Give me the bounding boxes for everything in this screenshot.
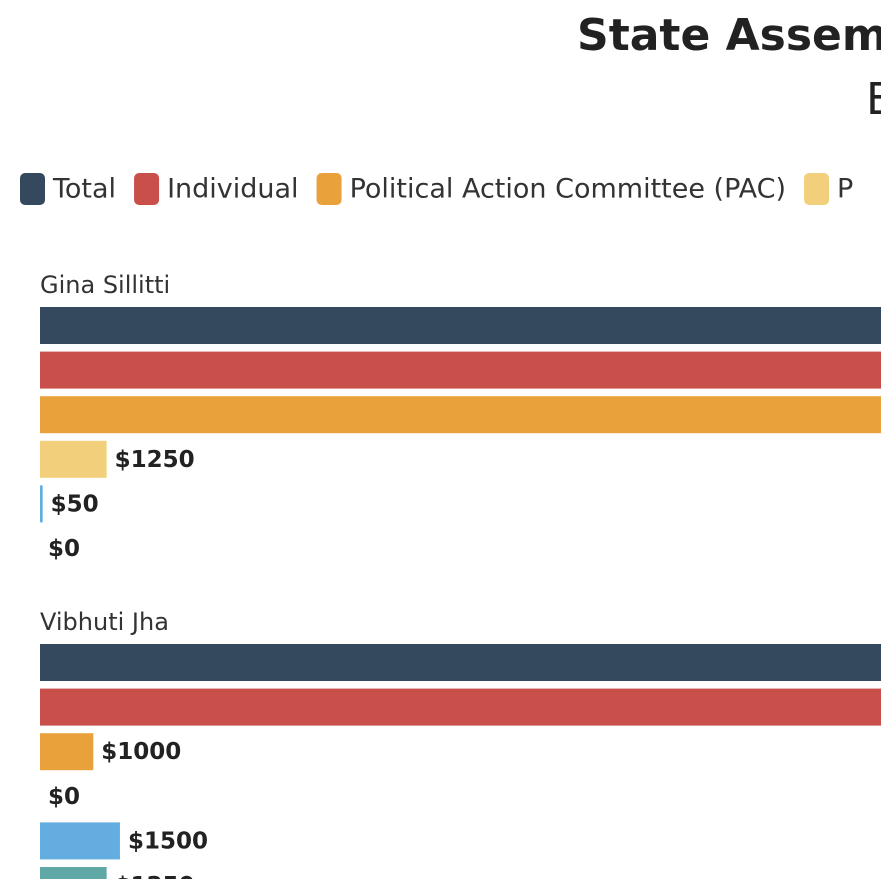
bar bbox=[40, 485, 43, 523]
chart-subtitle: E bbox=[866, 74, 881, 125]
legend-label: Total bbox=[52, 174, 116, 205]
legend-swatch bbox=[316, 173, 342, 205]
legend-label: Political Action Committee (PAC) bbox=[350, 174, 786, 205]
legend-label: Individual bbox=[167, 174, 299, 205]
bar bbox=[40, 351, 881, 389]
category-label: Gina Sillitti bbox=[40, 271, 170, 299]
bar bbox=[40, 440, 107, 478]
bar bbox=[40, 688, 881, 726]
bar bbox=[40, 733, 94, 771]
value-label: $1500 bbox=[128, 828, 208, 854]
bar bbox=[40, 307, 881, 344]
legend-swatch bbox=[134, 173, 160, 205]
legend-swatch bbox=[804, 173, 830, 205]
value-label: $1250 bbox=[115, 873, 195, 879]
bar bbox=[40, 822, 120, 860]
value-label: $0 bbox=[48, 784, 80, 810]
bar bbox=[40, 644, 881, 681]
value-label: $1250 bbox=[115, 447, 195, 473]
chart-title: State Assemb bbox=[577, 10, 881, 61]
value-label: $1000 bbox=[101, 739, 181, 765]
legend-label: P bbox=[837, 174, 853, 205]
value-label: $0 bbox=[48, 536, 80, 562]
value-label: $50 bbox=[51, 491, 99, 517]
bar bbox=[40, 396, 881, 434]
category-label: Vibhuti Jha bbox=[40, 608, 169, 636]
legend-swatch bbox=[20, 173, 45, 205]
bar bbox=[40, 867, 107, 879]
